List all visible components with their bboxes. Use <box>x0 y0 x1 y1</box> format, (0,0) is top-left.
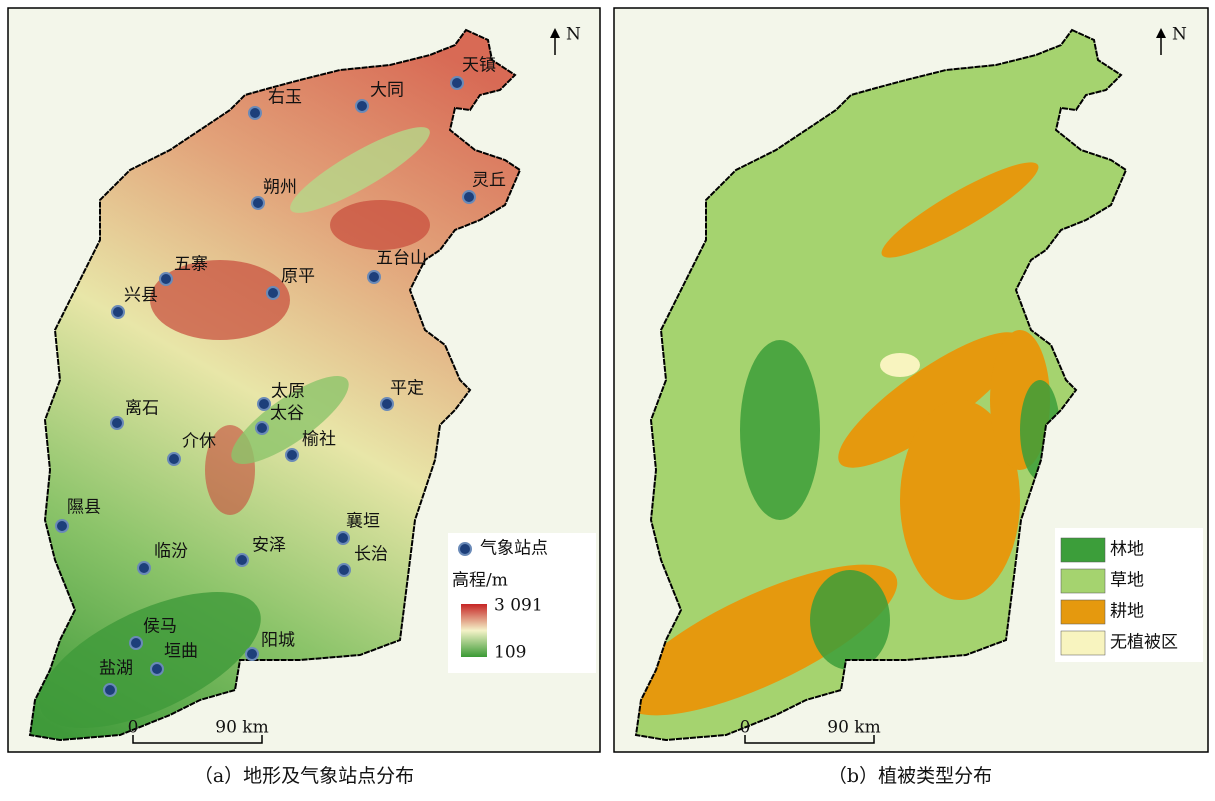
station-dot <box>336 531 350 545</box>
station-dot <box>248 106 262 120</box>
station-label: 大同 <box>370 81 404 101</box>
legend-swatch <box>1060 630 1106 656</box>
station-dot <box>255 421 269 435</box>
station-dot <box>450 76 464 90</box>
legend-swatch <box>1060 568 1106 594</box>
station-label: 盐湖 <box>99 659 133 679</box>
station-label: 灵丘 <box>472 171 506 191</box>
station-label: 安泽 <box>252 536 286 556</box>
station-label: 垣曲 <box>164 642 198 662</box>
station-label: 五台山 <box>376 249 427 269</box>
station-label: 介休 <box>182 432 216 452</box>
station-dot <box>103 683 117 697</box>
caption: （b）植被类型分布 <box>828 765 992 787</box>
vegetation <box>636 30 1126 740</box>
legend-title: 高程/m <box>452 571 508 591</box>
station-label: 兴县 <box>124 286 158 306</box>
station-label: 隰县 <box>67 498 101 518</box>
station-dot <box>367 270 381 284</box>
station-label: 五寨 <box>174 255 208 275</box>
station-label: 侯马 <box>143 617 177 637</box>
station-dot <box>110 416 124 430</box>
station-dot <box>137 561 151 575</box>
colorbar <box>461 604 487 657</box>
station-label: 临汾 <box>154 542 188 562</box>
station-dot <box>167 452 181 466</box>
scale-zero: 0 <box>740 718 751 738</box>
colorbar-min: 109 <box>494 643 526 663</box>
scale-zero: 0 <box>128 718 139 738</box>
legend-swatch <box>1060 537 1106 563</box>
station-dot <box>129 636 143 650</box>
legend-label: 耕地 <box>1110 602 1144 622</box>
station-dot <box>257 397 271 411</box>
legend-label: 林地 <box>1110 540 1144 560</box>
station-label: 阳城 <box>261 631 295 651</box>
legend-swatch <box>1060 599 1106 625</box>
station-dot <box>337 563 351 577</box>
station-label: 天镇 <box>462 56 496 76</box>
scale-bar <box>744 735 875 744</box>
north-arrow-head <box>1156 28 1166 38</box>
station-dot <box>380 397 394 411</box>
station-dot <box>235 553 249 567</box>
north-label: N <box>1172 25 1187 45</box>
station-dot <box>251 196 265 210</box>
north-arrow-head <box>550 28 560 38</box>
station-label: 襄垣 <box>346 511 380 532</box>
station-label: 平定 <box>390 379 424 399</box>
station-label: 榆社 <box>302 430 336 450</box>
station-dot <box>355 99 369 113</box>
station-label: 离石 <box>125 399 159 419</box>
station-dot <box>55 519 69 533</box>
legend-station-dot <box>458 542 472 556</box>
station-label: 朔州 <box>263 178 297 198</box>
station-label: 原平 <box>281 267 315 287</box>
colorbar-max: 3 091 <box>494 596 543 616</box>
station-dot <box>159 272 173 286</box>
station-dot <box>285 448 299 462</box>
station-dot <box>245 647 259 661</box>
station-dot <box>111 305 125 319</box>
station-label: 长治 <box>354 545 388 565</box>
station-label: 太原 <box>271 382 305 402</box>
station-dot <box>462 190 476 204</box>
station-dot <box>266 286 280 300</box>
station-dot <box>150 662 164 676</box>
scale-length: 90 km <box>215 718 268 738</box>
station-label: 右玉 <box>268 88 302 108</box>
caption: （a）地形及气象站点分布 <box>194 765 414 787</box>
legend-label: 无植被区 <box>1110 633 1178 653</box>
scale-length: 90 km <box>827 718 880 738</box>
scale-bar <box>132 735 263 744</box>
legend-label: 气象站点 <box>480 539 548 559</box>
legend-label: 草地 <box>1110 571 1144 591</box>
north-label: N <box>566 25 581 45</box>
station-label: 太谷 <box>270 404 304 424</box>
